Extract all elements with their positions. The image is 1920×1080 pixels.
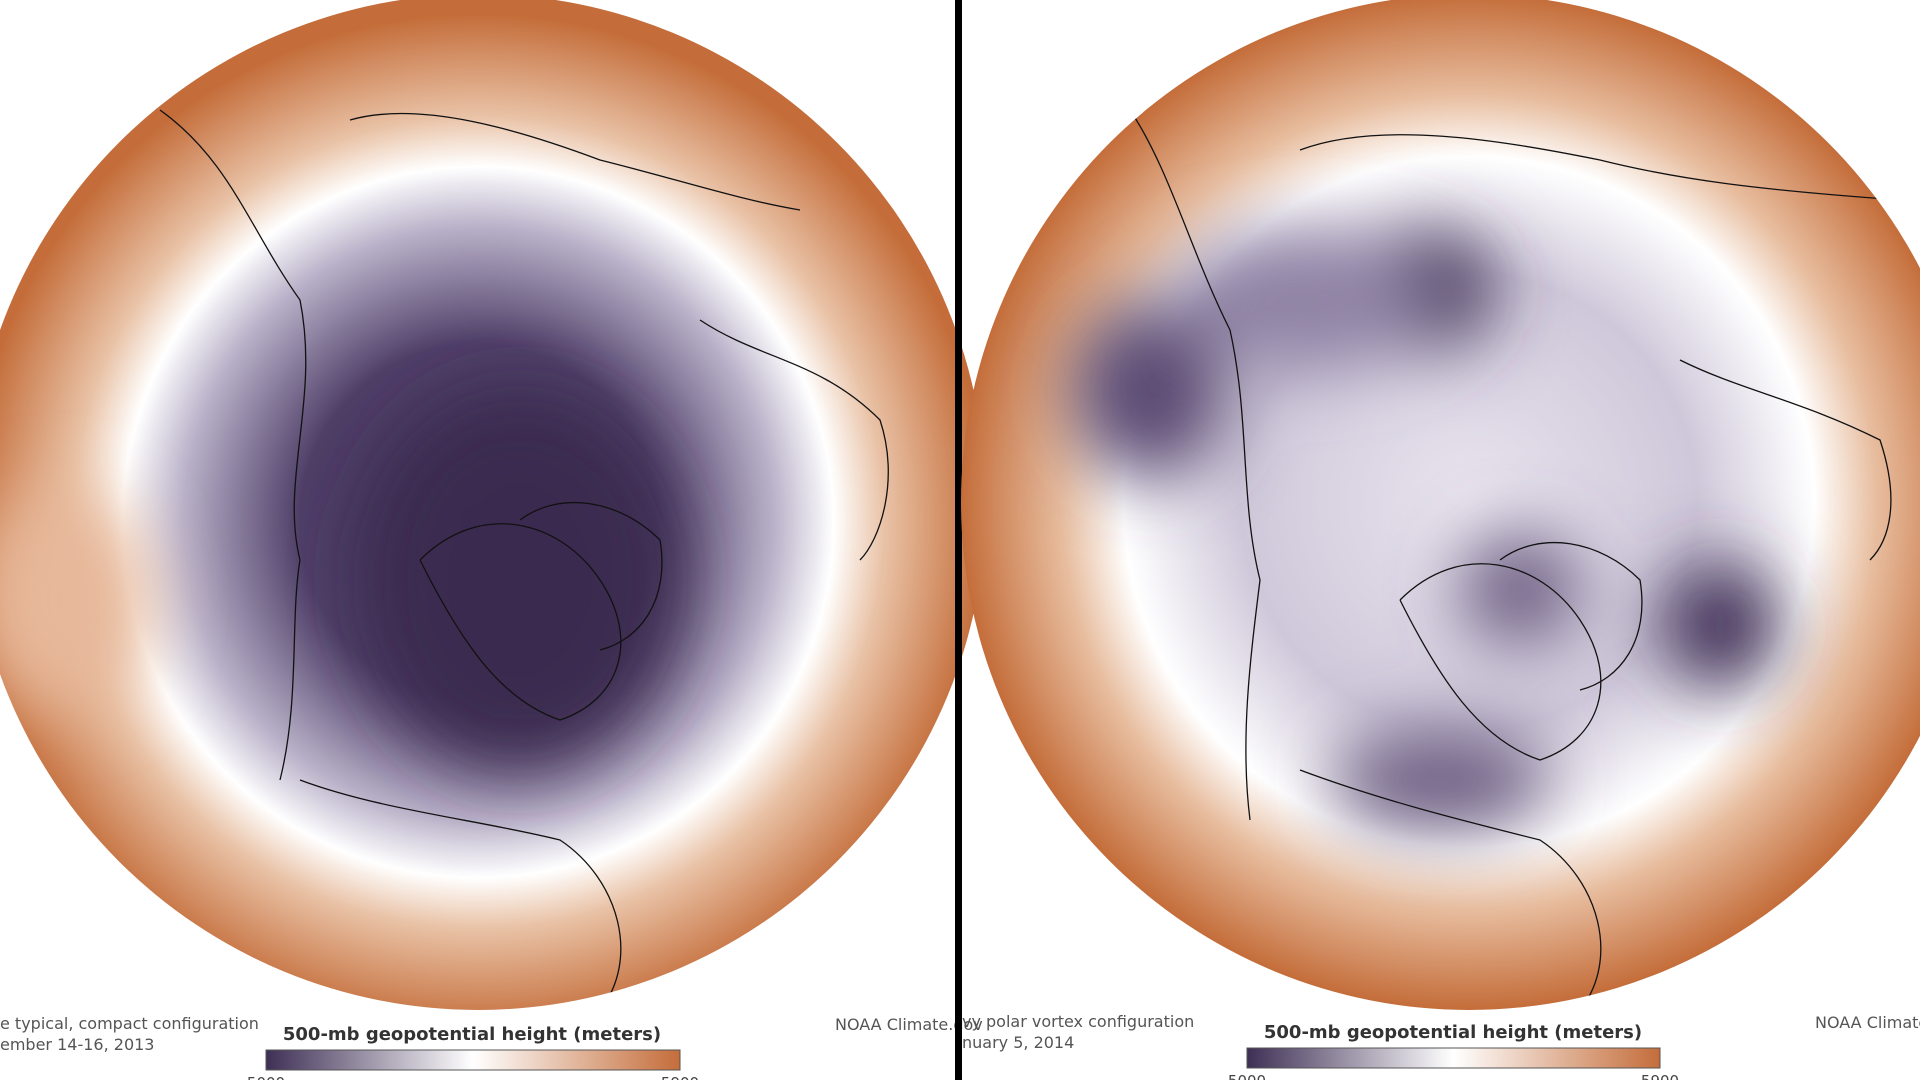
colorbar-label: 5000	[247, 1074, 285, 1080]
colorbar	[1246, 1047, 1661, 1069]
divider	[955, 0, 962, 1080]
caption-line: nuary 5, 2014	[962, 1033, 1074, 1052]
left-map	[0, 0, 986, 1010]
height-field	[0, 390, 680, 770]
legend-title: 500-mb geopotential height (meters)	[283, 1024, 661, 1045]
caption-line: e typical, compact configuration	[0, 1014, 259, 1033]
colorbar-label: 5000	[1228, 1072, 1266, 1080]
right-map	[961, 0, 1920, 1010]
colorbar-label: 5900	[661, 1074, 699, 1080]
caption-line: ember 14-16, 2013	[0, 1035, 154, 1054]
colorbar-label: 5900	[1641, 1072, 1679, 1080]
colorbar	[265, 1049, 681, 1071]
caption-line: vy polar vortex configuration	[962, 1012, 1194, 1031]
credit: NOAA Climate.gov	[1815, 1013, 1920, 1032]
coastlines	[1129, 109, 1901, 1010]
height-field	[1070, 230, 1780, 830]
credit: NOAA Climate.gov	[835, 1015, 983, 1034]
coastlines	[159, 109, 889, 1010]
legend-title: 500-mb geopotential height (meters)	[1264, 1022, 1642, 1043]
divider	[955, 990, 962, 1080]
map-disc	[961, 0, 1920, 1010]
